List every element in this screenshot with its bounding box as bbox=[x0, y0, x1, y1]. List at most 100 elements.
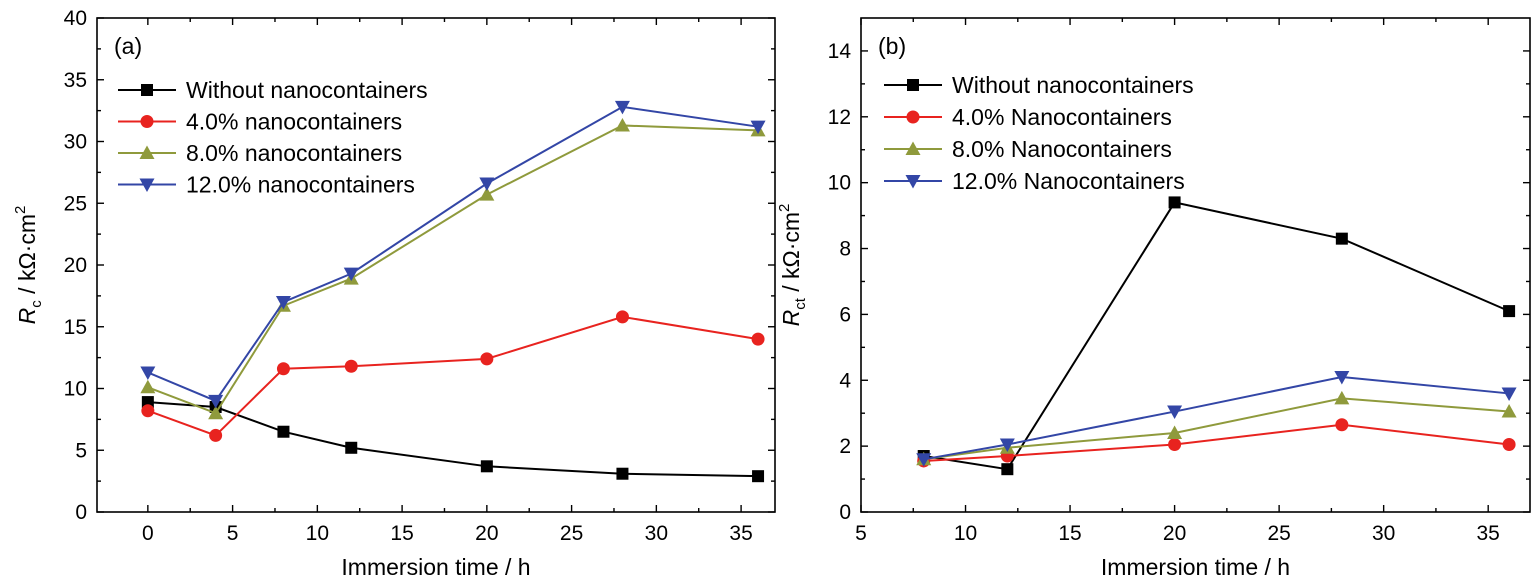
x-axis-title: Immersion time / h bbox=[341, 554, 530, 580]
data-point bbox=[1167, 425, 1183, 439]
legend-item: 8.0% nanocontainers bbox=[118, 140, 402, 166]
y-tick-label: 2 bbox=[839, 435, 851, 458]
data-point bbox=[1335, 418, 1349, 432]
legend-label: 8.0% nanocontainers bbox=[186, 140, 402, 166]
data-point bbox=[141, 404, 155, 418]
legend-item: 4.0% nanocontainers bbox=[118, 109, 402, 135]
legend-marker bbox=[905, 175, 921, 189]
series-without-nanocontainers bbox=[141, 396, 765, 483]
y-tick-label: 20 bbox=[64, 254, 87, 277]
x-tick-label: 35 bbox=[729, 522, 752, 545]
data-point bbox=[140, 379, 156, 394]
data-point bbox=[1334, 370, 1350, 385]
data-point bbox=[208, 394, 224, 409]
x-tick-label: 5 bbox=[227, 522, 239, 545]
data-point bbox=[1168, 196, 1181, 209]
y-axis-subscript: ct bbox=[792, 297, 809, 310]
y-axis-subscript: c bbox=[28, 300, 45, 308]
y-tick-label: 40 bbox=[64, 7, 87, 30]
data-point bbox=[140, 366, 156, 380]
legend-marker bbox=[907, 79, 919, 91]
plot-frame bbox=[860, 17, 1531, 513]
legend-label: Without nanocontainers bbox=[952, 72, 1194, 98]
legend-label: 4.0% Nanocontainers bbox=[952, 104, 1172, 130]
y-tick-label: 0 bbox=[839, 501, 851, 524]
data-point bbox=[345, 441, 358, 454]
x-tick-label: 25 bbox=[560, 522, 583, 545]
y-tick-label: 5 bbox=[75, 439, 87, 462]
series-12-0-nanocontainers bbox=[916, 370, 1517, 467]
y-tick-label: 35 bbox=[64, 69, 87, 92]
x-tick-label: 30 bbox=[645, 522, 668, 545]
data-point bbox=[1334, 390, 1350, 405]
y-tick-label: 6 bbox=[839, 303, 851, 326]
panel-label: (b) bbox=[878, 33, 906, 59]
x-tick-label: 30 bbox=[1372, 522, 1395, 545]
legend-marker bbox=[139, 178, 155, 192]
x-tick-label: 15 bbox=[1058, 522, 1081, 545]
y-tick-label: 25 bbox=[64, 192, 87, 215]
y-axis-title: Rc / kΩ·cm2 bbox=[12, 206, 45, 325]
legend: Without nanocontainers 4.0% Nanocontainer… bbox=[884, 72, 1194, 194]
series-without-nanocontainers bbox=[917, 196, 1516, 476]
data-point bbox=[916, 453, 932, 467]
y-axis-unit: / kΩ·cm bbox=[778, 212, 804, 298]
x-tick-label: 10 bbox=[306, 522, 329, 545]
data-point bbox=[1503, 305, 1516, 318]
chart-panel-b: 5 10 15 20 25 30 35 0 2 4 6 8 10 12 14 Immersion time /… bbox=[776, 17, 1531, 580]
data-point bbox=[343, 267, 359, 282]
x-tick-label: 25 bbox=[1267, 522, 1290, 545]
legend-marker bbox=[139, 145, 155, 159]
y-axis-superscript: 2 bbox=[12, 206, 29, 214]
data-point bbox=[751, 332, 765, 346]
legend-marker bbox=[905, 141, 921, 155]
x-tick-label: 35 bbox=[1477, 522, 1500, 545]
data-point bbox=[1167, 405, 1183, 420]
legend-marker bbox=[140, 115, 154, 128]
data-point bbox=[479, 187, 495, 201]
data-point bbox=[614, 117, 630, 132]
data-point bbox=[1001, 463, 1014, 476]
data-point bbox=[1501, 404, 1517, 418]
chart-panel-a: 0 5 10 15 20 25 30 35 0 5 10 15 20 25 30 35 40 Immersion … bbox=[12, 7, 776, 580]
legend-item: Without nanocontainers bbox=[884, 72, 1194, 98]
data-point bbox=[480, 352, 494, 366]
series-line bbox=[923, 201, 1510, 471]
legend-item: Without nanocontainers bbox=[118, 77, 428, 103]
y-tick-label: 10 bbox=[64, 378, 87, 401]
legend: Without nanocontainers 4.0% nanocontainer… bbox=[118, 77, 428, 198]
data-point bbox=[614, 100, 630, 115]
x-axis-title: Immersion time / h bbox=[1101, 554, 1290, 580]
data-point bbox=[752, 470, 765, 483]
y-axis-unit: / kΩ·cm bbox=[14, 214, 40, 300]
x-tick-label: 10 bbox=[954, 522, 977, 545]
x-tick-label: 0 bbox=[142, 522, 154, 545]
x-tick-label: 5 bbox=[855, 522, 867, 545]
legend-label: 12.0% Nanocontainers bbox=[952, 168, 1185, 194]
data-point bbox=[480, 460, 493, 473]
legend-item: 4.0% Nanocontainers bbox=[884, 104, 1172, 130]
x-tick-label: 20 bbox=[475, 522, 498, 545]
data-point bbox=[1168, 437, 1182, 451]
y-tick-label: 8 bbox=[839, 238, 851, 261]
data-point bbox=[479, 177, 495, 191]
y-tick-label: 14 bbox=[828, 40, 852, 63]
y-tick-label: 0 bbox=[75, 501, 87, 524]
data-point bbox=[750, 120, 766, 135]
series-4-0-nanocontainers bbox=[141, 310, 765, 442]
y-tick-label: 30 bbox=[64, 131, 87, 154]
legend-item: 8.0% Nanocontainers bbox=[884, 136, 1172, 162]
y-tick-label: 12 bbox=[828, 106, 851, 129]
legend-marker bbox=[906, 110, 920, 124]
y-axis-superscript: 2 bbox=[776, 204, 793, 212]
data-point bbox=[1501, 387, 1517, 401]
y-tick-label: 10 bbox=[828, 172, 851, 195]
x-tick-label: 20 bbox=[1163, 522, 1186, 545]
legend-label: 8.0% Nanocontainers bbox=[952, 136, 1172, 162]
y-axis-symbol: R bbox=[14, 308, 40, 325]
data-point bbox=[208, 405, 224, 420]
legend-label: 4.0% nanocontainers bbox=[186, 109, 402, 135]
x-tick-label: 15 bbox=[390, 522, 413, 545]
data-point bbox=[616, 467, 629, 480]
